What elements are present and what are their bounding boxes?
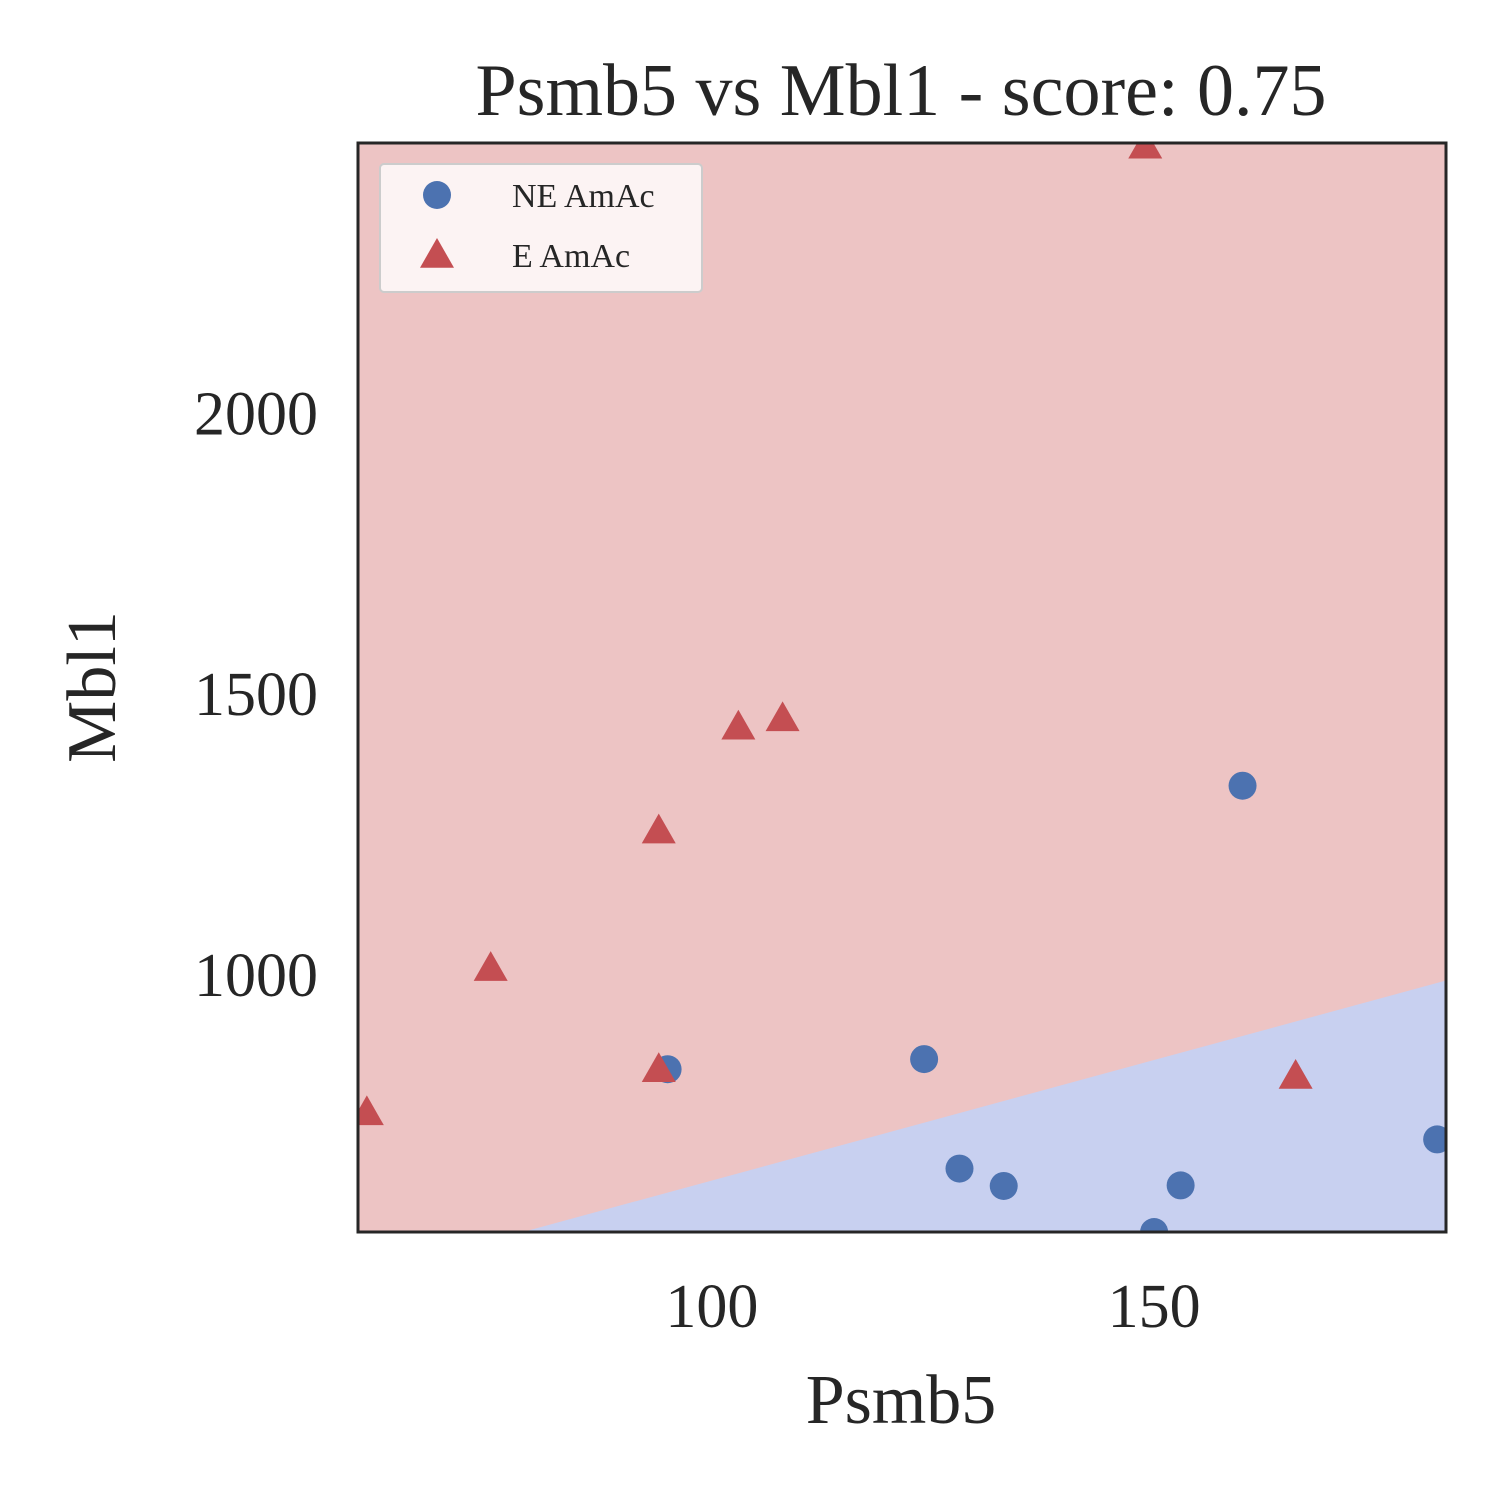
e-amac-point xyxy=(641,813,676,844)
e-amac-point xyxy=(641,1052,676,1082)
x-tick-label: 150 xyxy=(1108,1273,1201,1341)
ne-amac-point xyxy=(945,1154,974,1183)
e-amac-point xyxy=(721,709,756,740)
legend-circle-marker xyxy=(423,181,451,209)
ne-amac-point xyxy=(989,1171,1018,1200)
y-axis-label: Mbl1 xyxy=(54,611,131,763)
chart-title: Psmb5 vs Mbl1 - score: 0.75 xyxy=(476,50,1327,132)
e-amac-point xyxy=(358,1095,384,1126)
legend-triangle-marker xyxy=(420,238,454,268)
legend: NE AmAc E AmAc xyxy=(379,163,703,293)
y-tick-label: 1500 xyxy=(194,661,318,729)
legend-box xyxy=(379,163,703,293)
region-ne-amac xyxy=(522,980,1446,1232)
y-axis-ticks: 1000 1500 2000 xyxy=(194,380,318,1009)
ne-amac-point xyxy=(1228,771,1257,800)
data-points xyxy=(358,143,1446,1232)
x-axis-ticks: 100 150 xyxy=(665,1273,1200,1341)
e-amac-point xyxy=(473,951,508,981)
y-tick-label: 1000 xyxy=(194,942,318,1010)
ne-amac-point xyxy=(1166,1171,1195,1200)
e-amac-point xyxy=(765,701,800,732)
x-axis-label: Psmb5 xyxy=(806,1362,997,1439)
y-tick-label: 2000 xyxy=(194,380,318,448)
plot-frame xyxy=(356,141,1448,1234)
legend-label: NE AmAc xyxy=(512,178,655,215)
x-tick-label: 100 xyxy=(665,1273,758,1341)
ne-amac-point xyxy=(1140,1218,1169,1232)
decision-regions xyxy=(358,143,1446,1232)
ne-amac-point xyxy=(1423,1125,1446,1154)
legend-label: E AmAc xyxy=(512,238,630,275)
ne-amac-point xyxy=(910,1045,939,1074)
e-amac-point xyxy=(1278,1058,1313,1089)
e-amac-point xyxy=(1128,143,1163,159)
